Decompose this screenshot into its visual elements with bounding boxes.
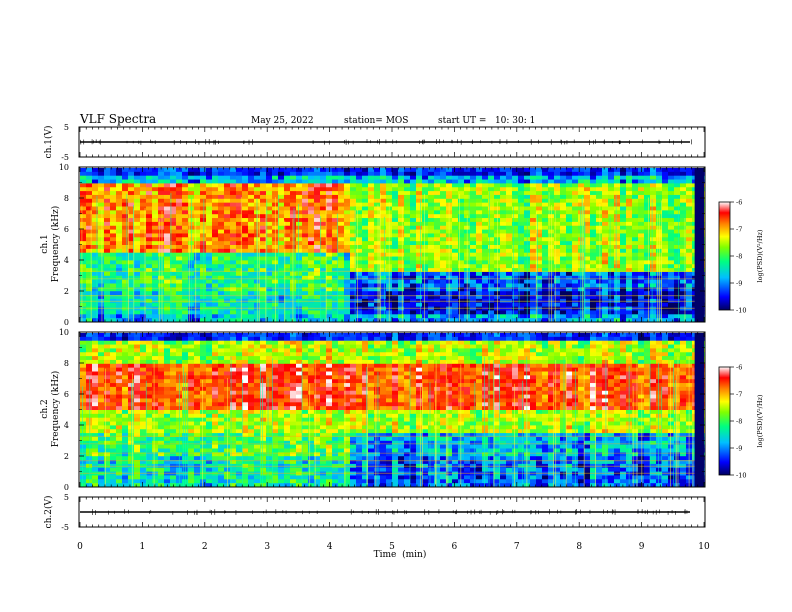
ch1-voltage-ytick-top: 5 xyxy=(64,123,69,132)
colorbar-tick-label: -9 xyxy=(736,280,742,288)
time-tick-label: 7 xyxy=(514,542,520,552)
ch1-colorbar-ticks: -6 -7 -8 -9 -10 xyxy=(730,199,746,315)
ch1-spectrogram-yticks: 0 2 4 6 8 10 xyxy=(59,163,705,327)
ch1-spectrogram-panel: 0 2 4 6 8 10 ch.1 Frequency (kHz) xyxy=(40,163,706,327)
ch2-voltage-noise xyxy=(92,509,688,515)
time-tick-label: 1 xyxy=(140,542,146,552)
time-tick-label: 2 xyxy=(202,542,208,552)
time-axis-label: Time (min) xyxy=(374,549,427,560)
ch1-spectrogram-heatmap xyxy=(80,168,705,323)
frequency-tick-label: 8 xyxy=(64,359,69,368)
colorbar-tick-label: -7 xyxy=(736,391,742,399)
ch2-colorbar-label: log(PSD)(V²/Hz) xyxy=(756,394,764,447)
frequency-tick-label: 2 xyxy=(64,287,69,296)
time-tick-label: 3 xyxy=(264,542,270,552)
frequency-tick-label: 4 xyxy=(64,421,69,430)
frequency-tick-label: 4 xyxy=(64,256,69,265)
ch2-colorbar: -6 -7 -8 -9 -10 log(PSD)(V²/Hz) xyxy=(718,364,764,480)
frequency-tick-label: 2 xyxy=(64,452,69,461)
time-tick-label: 8 xyxy=(576,542,582,552)
colorbar-tick-label: -6 xyxy=(736,199,742,207)
colorbar-tick-label: -8 xyxy=(736,253,742,261)
colorbar-tick-label: -9 xyxy=(736,445,742,453)
frequency-tick-label: 0 xyxy=(64,483,69,492)
time-axis-ticks xyxy=(79,127,705,527)
ch2-spectrogram-ylabel-channel: ch.2 xyxy=(40,399,50,418)
ch2-voltage-ytick-top: 5 xyxy=(64,493,69,502)
frequency-tick-label: 8 xyxy=(64,194,69,203)
ch2-spectrogram-ylabel-frequency: Frequency (kHz) xyxy=(50,371,61,448)
colorbar-tick-label: -8 xyxy=(736,418,742,426)
figure-title: VLF Spectra xyxy=(79,112,156,126)
colorbar-tick-label: -10 xyxy=(736,307,746,315)
frequency-tick-label: 6 xyxy=(64,390,69,399)
ch1-voltage-ylabel: ch.1(V) xyxy=(43,126,54,159)
time-tick-label: 6 xyxy=(452,542,458,552)
ch1-spectrogram-ylabel-frequency: Frequency (kHz) xyxy=(50,206,61,283)
ch1-spectrogram-ylabel-channel: ch.1 xyxy=(40,234,50,253)
colorbar-tick-label: -10 xyxy=(736,472,746,480)
colorbar-tick-label: -7 xyxy=(736,226,742,234)
ch1-colorbar-gradient xyxy=(718,201,731,311)
figure-station: station= MOS xyxy=(344,116,408,126)
frequency-tick-label: 10 xyxy=(59,328,69,337)
ch2-spectrogram-panel: 0 2 4 6 8 10 ch.2 Frequency (kHz) xyxy=(40,328,706,492)
frequency-tick-label: 0 xyxy=(64,318,69,327)
time-tick-label: 4 xyxy=(327,542,333,552)
ch2-colorbar-ticks: -6 -7 -8 -9 -10 xyxy=(730,364,746,480)
colorbar-tick-label: -6 xyxy=(736,364,742,372)
ch1-voltage-ytick-bottom: -5 xyxy=(61,153,69,162)
ch1-colorbar: -6 -7 -8 -9 -10 log(PSD)(V²/Hz) xyxy=(718,199,764,315)
figure-start-ut: start UT = 10: 30: 1 xyxy=(438,116,535,126)
ch2-colorbar-gradient xyxy=(718,366,731,476)
ch2-voltage-ylabel: ch.2(V) xyxy=(43,496,54,529)
ch2-spectrogram-heatmap xyxy=(80,333,705,488)
ch2-spectrogram-yticks: 0 2 4 6 8 10 xyxy=(59,328,705,492)
time-tick-label: 5 xyxy=(389,542,395,552)
ch1-voltage-noise xyxy=(80,139,692,145)
figure-date: May 25, 2022 xyxy=(251,116,314,126)
time-tick-label: 0 xyxy=(77,542,83,552)
ch1-colorbar-label: log(PSD)(V²/Hz) xyxy=(756,229,764,282)
frequency-tick-label: 6 xyxy=(64,225,69,234)
time-tick-label: 10 xyxy=(698,542,710,552)
frequency-tick-label: 10 xyxy=(59,163,69,172)
time-axis-tick-labels: 0 1 2 3 4 5 6 7 8 9 10 xyxy=(77,542,710,552)
ch2-voltage-ytick-bottom: -5 xyxy=(61,523,69,532)
time-tick-label: 9 xyxy=(639,542,645,552)
